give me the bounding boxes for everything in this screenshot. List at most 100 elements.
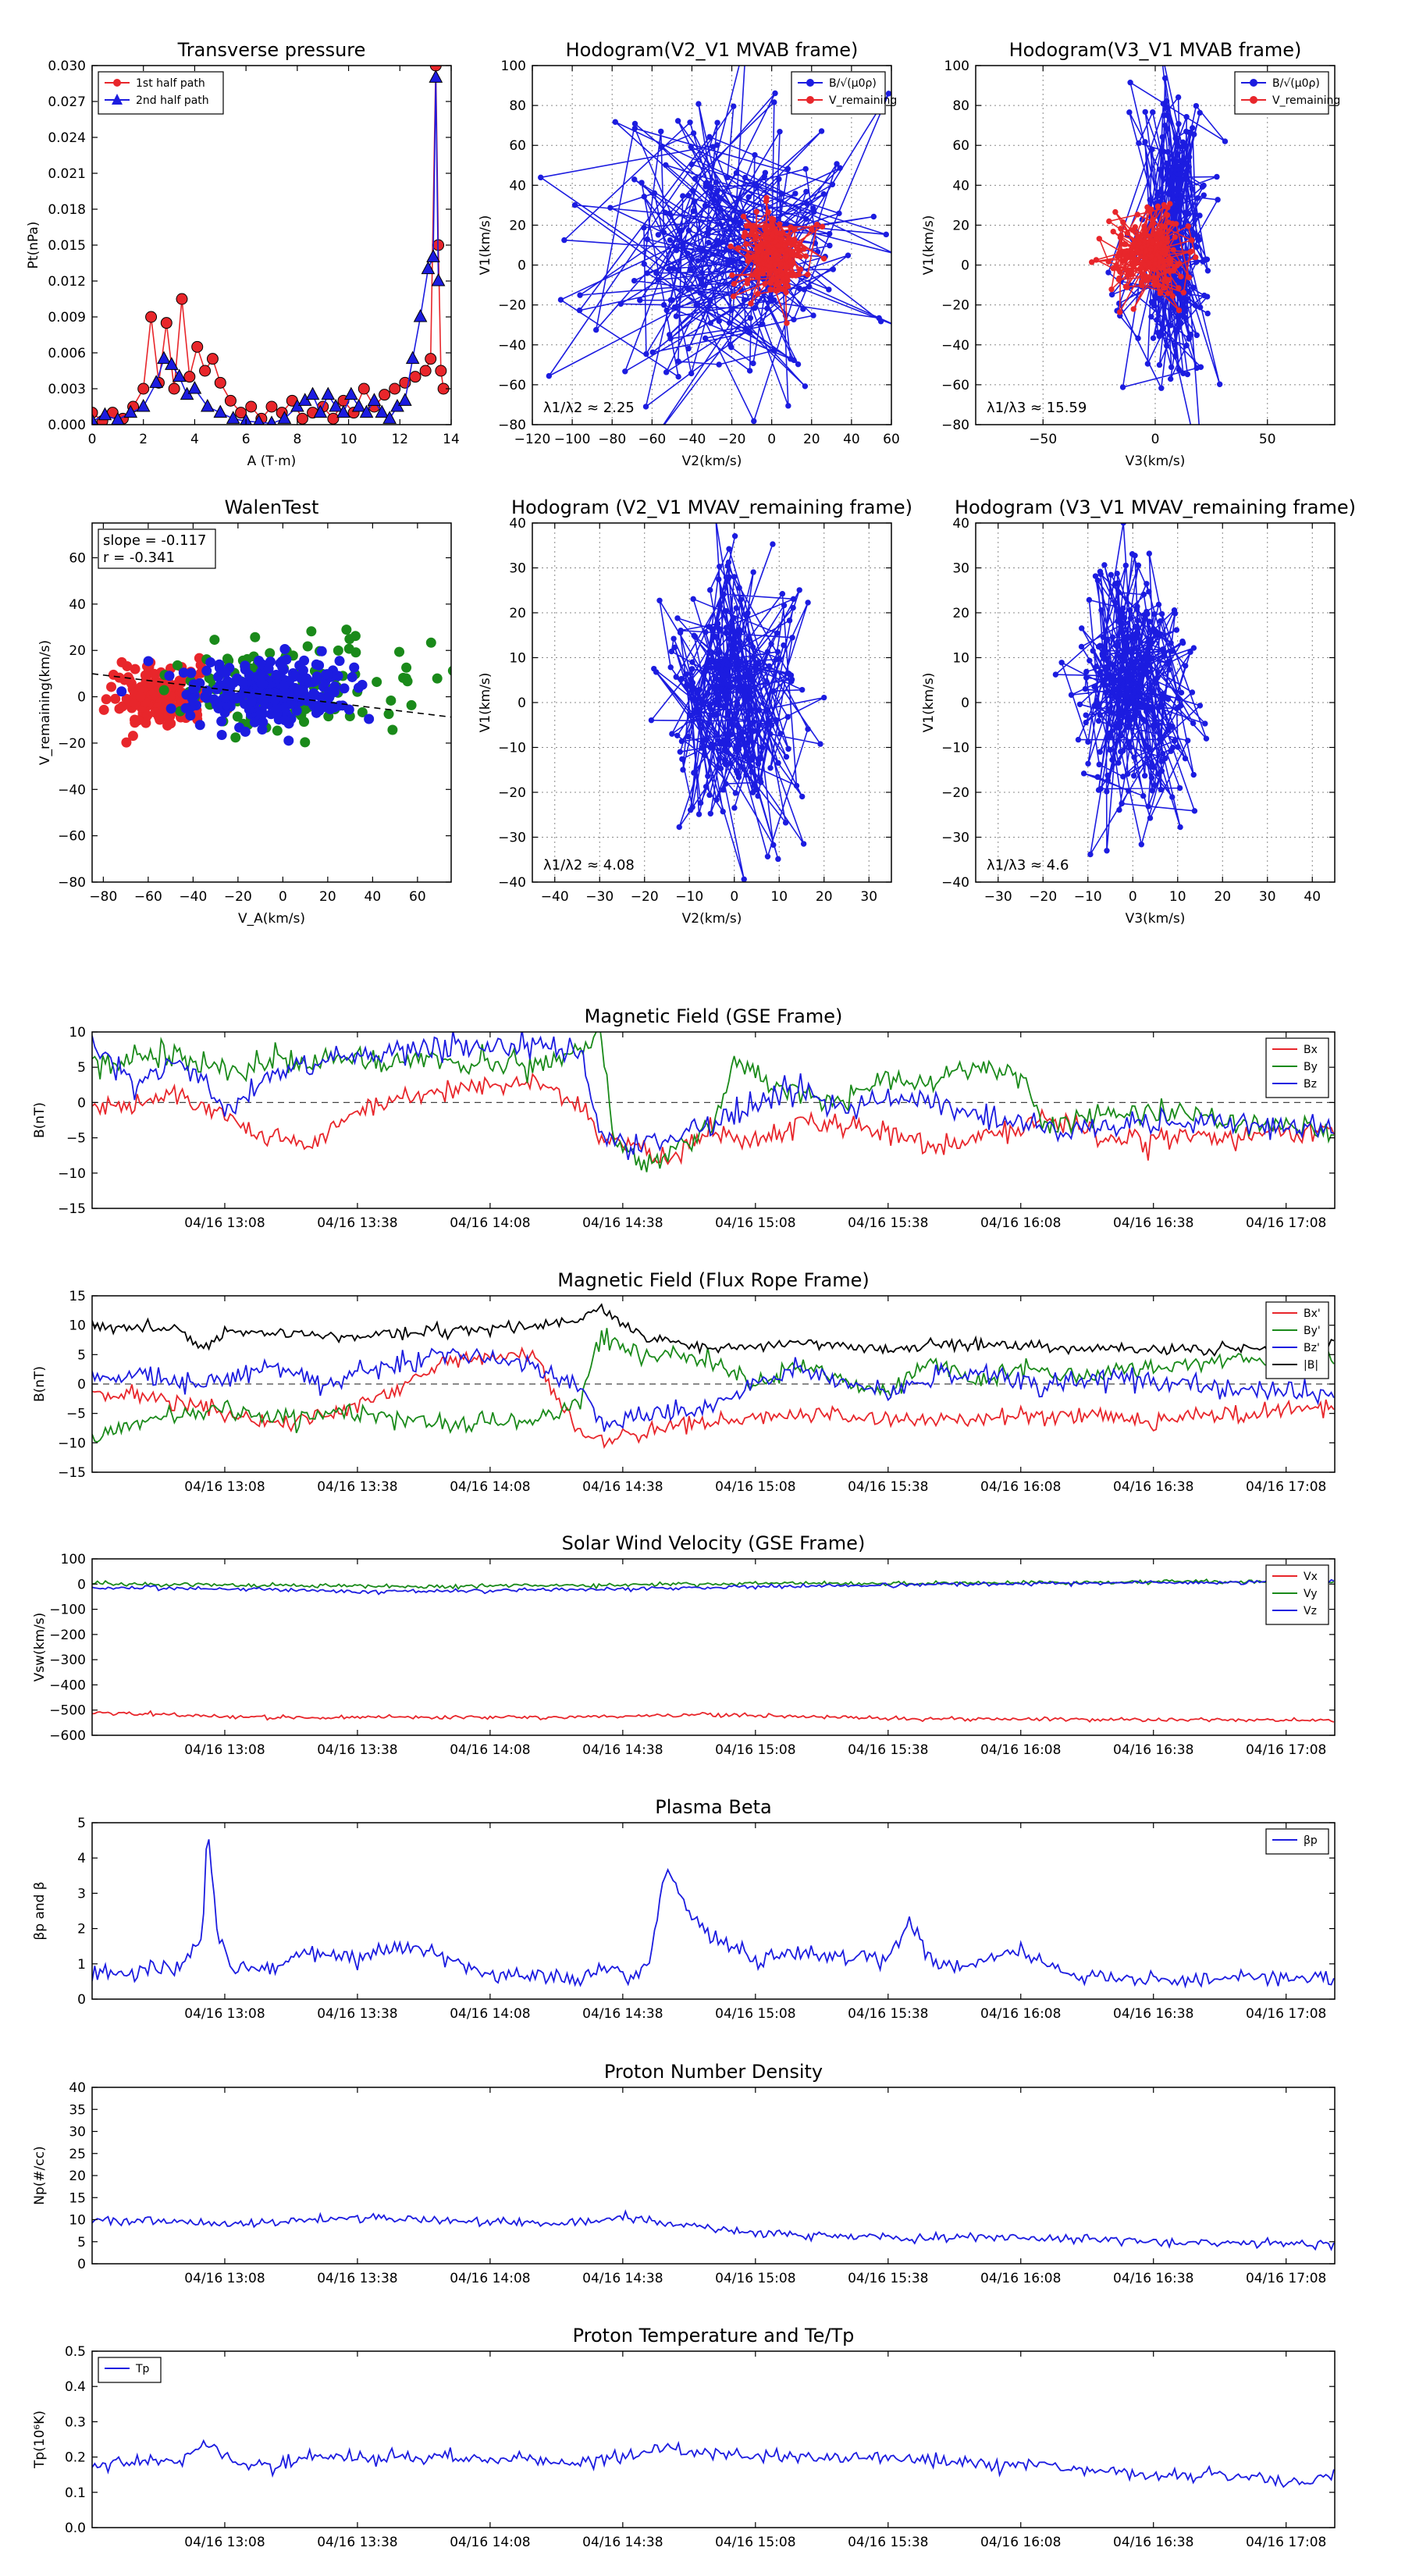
data-point (717, 626, 724, 633)
chart-mag_gse: 04/16 13:08 04/16 13:38 04/16 14:08 04/16 1… (32, 1005, 1336, 1231)
data-point (1124, 284, 1130, 290)
series-Bx' (92, 1346, 1335, 1450)
data-point (208, 694, 219, 705)
data-point (693, 302, 699, 308)
data-point (702, 752, 708, 759)
legend-marker (1250, 79, 1257, 87)
data-point (759, 321, 766, 327)
data-point (716, 576, 722, 582)
legend-marker (806, 96, 814, 104)
data-point (164, 671, 175, 681)
y-tick-label: 20 (952, 606, 969, 621)
data-point (386, 695, 397, 706)
data-point (1140, 231, 1147, 238)
x-tick-label: 04/16 16:38 (1113, 1215, 1193, 1231)
data-point (1164, 160, 1170, 166)
data-point (827, 242, 833, 249)
y-tick-label: −80 (498, 418, 526, 433)
data-point (1143, 247, 1149, 254)
x-tick-label: 04/16 17:08 (1246, 2271, 1326, 2286)
data-point (1133, 630, 1140, 636)
data-point (561, 237, 567, 244)
data-point (1083, 674, 1090, 681)
data-point (759, 270, 767, 277)
data-point (349, 662, 360, 673)
data-point (1165, 660, 1172, 667)
data-point (1183, 160, 1189, 166)
data-point (735, 770, 741, 777)
data-point (685, 227, 692, 233)
data-point (706, 660, 713, 666)
data-point (770, 216, 776, 222)
data-point (1189, 237, 1195, 244)
plot-area (538, 66, 896, 425)
data-point (735, 627, 742, 633)
data-point (779, 236, 785, 243)
data-point (1110, 228, 1116, 235)
plot-area (92, 2209, 1335, 2251)
x-tick-label: 60 (883, 432, 900, 447)
data-point (732, 645, 738, 651)
data-point (279, 715, 290, 726)
data-point (706, 298, 713, 304)
data-point (296, 412, 308, 425)
data-point (1165, 727, 1172, 734)
data-point (180, 703, 191, 713)
x-tick-label: 04/16 17:08 (1246, 1742, 1326, 1758)
legend-entry: By (1304, 1061, 1318, 1073)
y-axis-label: V1(km/s) (921, 673, 937, 733)
data-point (723, 624, 730, 631)
data-point (735, 245, 742, 251)
data-point (214, 659, 225, 670)
data-point (186, 667, 197, 678)
data-point (1177, 192, 1183, 198)
data-point (1158, 768, 1165, 774)
data-point (1157, 631, 1164, 638)
data-point (245, 400, 258, 413)
y-axis-label: B(nT) (32, 1366, 48, 1402)
data-point (692, 697, 698, 704)
data-point (1147, 261, 1153, 268)
data-point (306, 626, 317, 637)
data-point (734, 702, 740, 709)
x-tick-label: 40 (365, 889, 382, 905)
y-axis-label: B(nT) (32, 1102, 48, 1138)
data-point (337, 700, 348, 711)
data-point (673, 247, 680, 254)
data-point (244, 704, 254, 715)
data-point (778, 190, 784, 197)
data-point (727, 243, 734, 250)
data-point (1132, 224, 1139, 230)
y-tick-label: −20 (941, 785, 969, 801)
data-point (716, 318, 722, 325)
data-point (1142, 615, 1148, 621)
legend-entry: B/√(μ0ρ) (829, 77, 877, 90)
data-point (220, 667, 231, 678)
data-point (462, 688, 472, 698)
data-point (692, 198, 698, 205)
plot-area (92, 1032, 1335, 1172)
data-point (1115, 589, 1122, 596)
y-tick-label: 30 (952, 561, 969, 577)
data-point (1085, 738, 1091, 745)
fit-stat: slope = -0.117 (103, 532, 206, 549)
data-point (1194, 194, 1201, 201)
x-tick-label: −30 (585, 889, 614, 905)
data-point (779, 230, 785, 237)
data-point (1132, 552, 1138, 559)
data-point (230, 732, 241, 743)
data-point (311, 659, 322, 670)
data-point (1169, 794, 1176, 800)
data-point (690, 187, 696, 194)
x-tick-label: 04/16 13:38 (317, 1742, 397, 1758)
y-tick-label: 20 (69, 643, 86, 659)
data-point (891, 251, 896, 255)
data-point (1199, 183, 1206, 190)
data-point (1182, 142, 1188, 148)
plot-area (92, 1578, 1335, 1723)
x-tick-label: 04/16 14:38 (582, 1479, 663, 1495)
data-point (784, 283, 791, 290)
data-point (870, 213, 877, 220)
data-point (1170, 195, 1176, 201)
data-point (688, 144, 694, 150)
